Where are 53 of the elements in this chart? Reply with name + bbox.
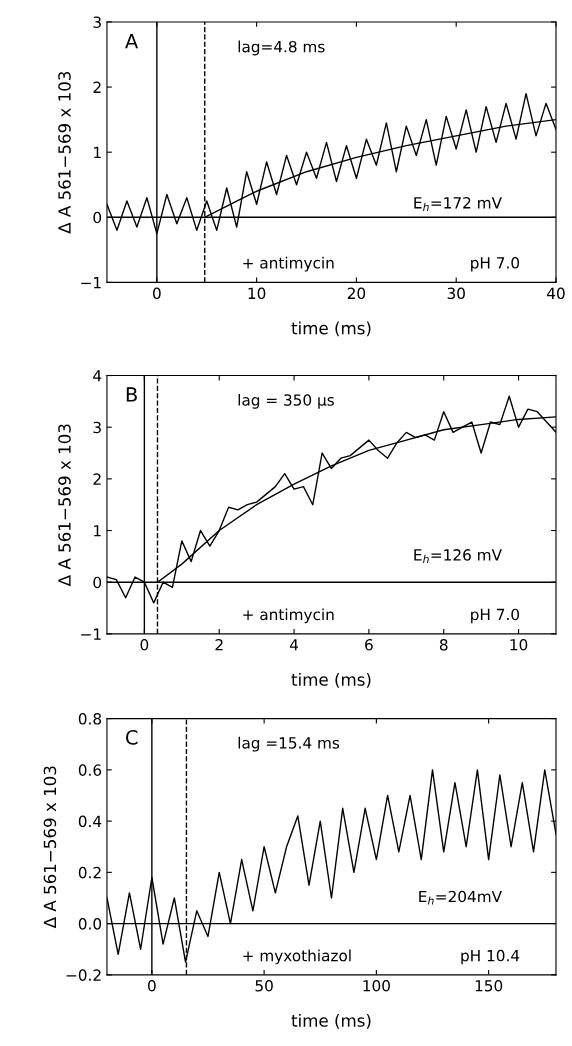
x-tick-label: 40 (547, 287, 565, 300)
y-axis-title: Δ A 561−569 x 103 (58, 424, 71, 587)
x-tick-label: 10 (248, 287, 266, 300)
x-tick-label: 0 (148, 980, 156, 992)
y-tick-label: 2 (93, 473, 101, 485)
x-axis-title: time (ms) (291, 1013, 371, 1029)
y-tick-label: 4 (93, 370, 102, 382)
annotation: E$_{h}$=126 mV (414, 549, 502, 563)
y-tick-label: 0.8 (78, 713, 102, 725)
x-axis-title: time (ms) (291, 672, 371, 688)
annotation: E$_{h}$=172 mV (414, 197, 502, 211)
y-tick-label: 2 (93, 81, 101, 93)
y-axis-title: Δ A 561−569 x 103 (43, 766, 57, 929)
annotation: E$_{h}$=204mV (419, 890, 502, 905)
annotation: pH 7.0 (471, 608, 520, 624)
annotation: + antimycin (243, 608, 334, 624)
y-tick-label: 0 (93, 211, 102, 224)
chart-title: C (126, 730, 138, 745)
y-axis-title: Δ A 561−569 x 103 (58, 71, 71, 234)
y-tick-label: 0.2 (78, 866, 101, 879)
y-tick-label: 0.4 (78, 815, 102, 828)
annotation: lag =15.4 ms (238, 736, 340, 752)
annotation: lag = 350 μs (238, 393, 334, 409)
x-tick-label: 8 (439, 639, 448, 651)
x-tick-label: 4 (289, 639, 299, 651)
x-tick-label: 150 (475, 980, 503, 992)
y-tick-label: −0.2 (66, 969, 101, 981)
y-tick-label: 0.6 (78, 764, 102, 776)
x-tick-label: 0 (153, 287, 161, 300)
y-tick-label: 3 (93, 16, 101, 28)
y-tick-label: 1 (94, 525, 101, 537)
annotation: + myxothiazol (243, 949, 351, 965)
y-tick-label: 0 (93, 576, 102, 589)
chart-title: B (126, 387, 137, 402)
x-tick-label: 20 (347, 287, 366, 300)
y-tick-label: −1 (81, 628, 101, 640)
annotation: + antimycin (243, 256, 334, 272)
x-tick-label: 30 (447, 287, 465, 300)
chart-title: A (125, 33, 139, 49)
x-tick-label: 50 (255, 980, 273, 992)
x-tick-label: 0 (140, 639, 149, 651)
x-tick-label: 2 (215, 639, 223, 651)
y-tick-label: 1 (94, 146, 101, 158)
x-tick-label: 6 (365, 639, 373, 651)
y-tick-label: 3 (93, 421, 101, 434)
y-tick-label: −1 (81, 277, 101, 289)
x-tick-label: 100 (363, 980, 390, 992)
annotation: pH 7.0 (471, 257, 520, 272)
y-tick-label: 0.0 (78, 918, 102, 930)
x-axis-title: time (ms) (291, 321, 371, 337)
annotation: lag=4.8 ms (238, 40, 325, 56)
x-tick-label: 10 (510, 639, 528, 651)
annotation: pH 10.4 (461, 949, 520, 965)
